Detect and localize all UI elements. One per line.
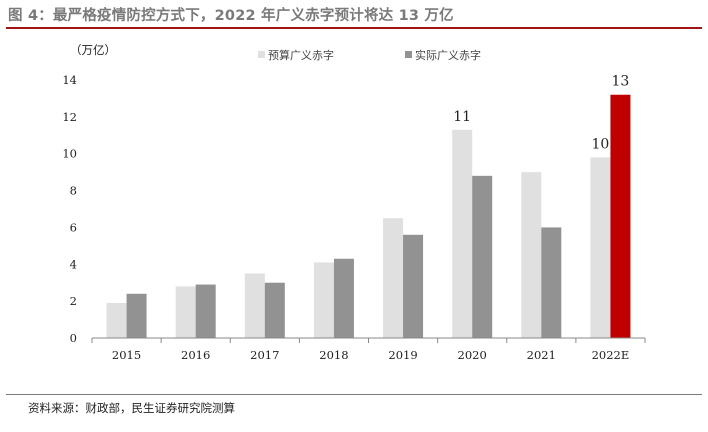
legend-label-budget: 预算广义赤字: [268, 48, 334, 62]
bar-budget: [383, 218, 404, 338]
bar-budget: [521, 172, 542, 338]
bar-value-label: 11: [453, 109, 471, 125]
bar-actual: [403, 234, 424, 338]
x-axis-labels: 2015 2016 2017 2018 2019 2020 2021 2022E: [112, 348, 629, 362]
legend: 预算广义赤字 实际广义赤字: [258, 48, 481, 62]
x-axis-ticks: [91, 338, 646, 343]
y-tick-label: 14: [62, 73, 77, 87]
figure-title: 图 4：最严格疫情防控方式下，2022 年广义赤字预计将达 13 万亿: [8, 8, 454, 24]
bar-budget: [175, 286, 196, 338]
bar-budget: [244, 273, 265, 338]
bar-highlight: [610, 94, 631, 338]
bar-actual: [126, 293, 147, 338]
bar-value-label: 10: [592, 136, 610, 152]
x-tick-label: 2019: [388, 348, 417, 362]
y-tick-label: 4: [70, 257, 77, 271]
unit-label: （万亿）: [70, 43, 116, 57]
legend-swatch-budget: [258, 51, 265, 58]
bar-budget: [313, 262, 334, 338]
x-tick-label: 2018: [319, 348, 348, 362]
bars: [106, 94, 631, 338]
x-tick-label: 2015: [112, 348, 141, 362]
bar-actual: [195, 284, 216, 338]
bar-actual: [264, 282, 285, 338]
y-axis-ticks: 0 2 4 6 8 10 12 14: [62, 73, 77, 345]
bar-actual: [333, 258, 354, 338]
legend-label-actual: 实际广义赤字: [415, 48, 481, 62]
bar-budget: [452, 129, 473, 338]
y-tick-label: 6: [70, 220, 77, 234]
bottom-rule: [6, 394, 702, 395]
bar-actual: [472, 175, 493, 338]
bar-labels: 11 10 13: [453, 74, 629, 153]
x-tick-label: 2020: [458, 348, 487, 362]
y-tick-label: 12: [62, 110, 77, 124]
source-note: 资料来源：财政部，民生证券研究院测算: [28, 401, 235, 415]
legend-swatch-actual: [405, 51, 412, 58]
bar-value-label: 13: [612, 74, 630, 90]
y-tick-label: 8: [70, 184, 77, 198]
x-tick-label: 2017: [250, 348, 279, 362]
bar-actual: [541, 227, 562, 338]
x-tick-label: 2016: [181, 348, 210, 362]
y-tick-label: 2: [70, 294, 77, 308]
title-rule: [6, 27, 702, 29]
x-tick-label: 2022E: [592, 348, 630, 362]
x-tick-label: 2021: [527, 348, 556, 362]
bar-budget: [590, 157, 611, 338]
bar-budget: [106, 302, 127, 338]
y-tick-label: 10: [62, 147, 77, 161]
y-tick-label: 0: [70, 331, 77, 345]
